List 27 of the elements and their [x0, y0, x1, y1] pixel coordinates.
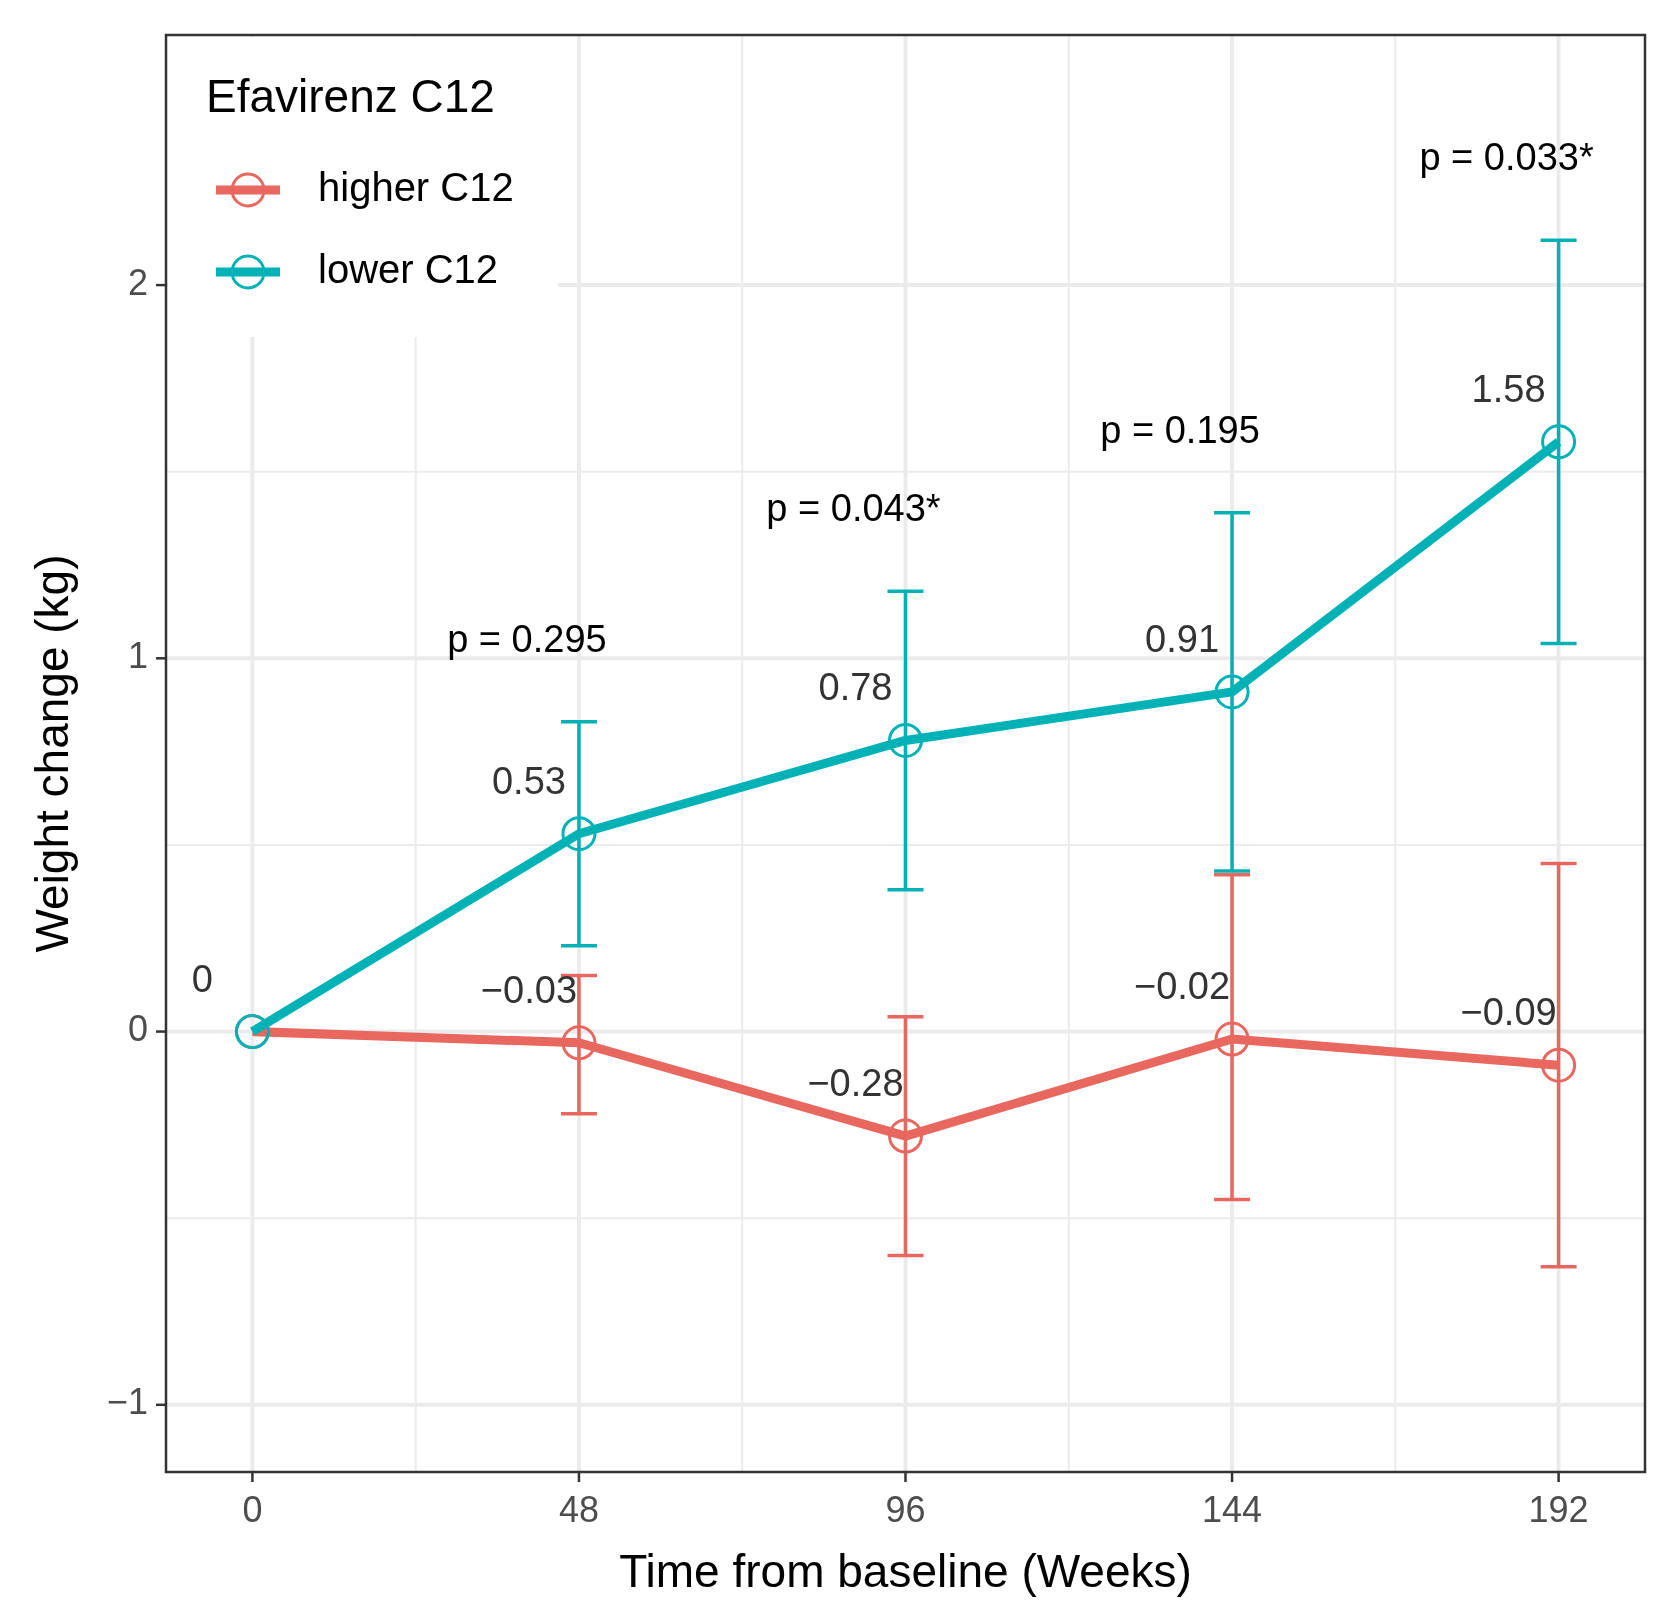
annotation: p = 0.295	[447, 617, 607, 660]
data-label: 0.53	[491, 759, 566, 802]
x-tick-label: 144	[1202, 1489, 1263, 1530]
data-label: 0.78	[818, 666, 893, 709]
data-label: −0.09	[1460, 991, 1557, 1034]
data-label: −0.02	[1133, 965, 1231, 1008]
legend-title: Efavirenz C12	[206, 70, 495, 122]
data-label: −0.28	[807, 1062, 904, 1105]
y-axis-title: Weight change (kg)	[26, 554, 78, 953]
annotation: p = 0.043*	[766, 487, 941, 530]
y-tick-label: −1	[106, 1381, 148, 1423]
data-label: 0.91	[1145, 617, 1220, 660]
data-label: 1.58	[1471, 367, 1546, 410]
legend-label: higher C12	[318, 164, 514, 209]
x-axis-title: Time from baseline (Weeks)	[619, 1545, 1192, 1597]
data-label: 0	[191, 957, 213, 1000]
x-tick-label: 96	[885, 1489, 926, 1530]
y-tick-label: 2	[127, 261, 148, 303]
legend-label: lower C12	[318, 246, 499, 291]
data-label: −0.03	[480, 968, 578, 1011]
x-tick-label: 0	[242, 1489, 263, 1530]
x-tick-label: 48	[558, 1489, 599, 1530]
y-tick-label: 1	[127, 634, 148, 676]
y-tick-label: 0	[127, 1008, 148, 1050]
annotation: p = 0.033*	[1419, 136, 1594, 179]
annotation: p = 0.195	[1100, 408, 1260, 451]
x-tick-label: 192	[1528, 1489, 1589, 1530]
